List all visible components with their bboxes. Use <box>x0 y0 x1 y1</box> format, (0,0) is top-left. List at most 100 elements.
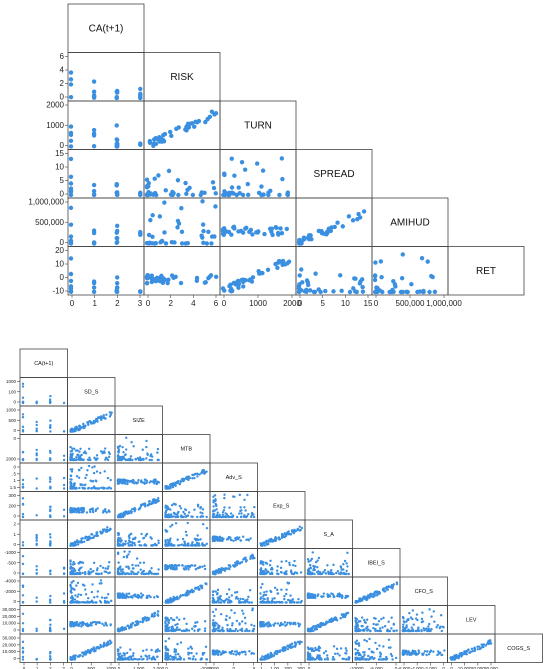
data-point <box>204 645 208 649</box>
data-point <box>305 282 311 288</box>
data-point <box>287 530 290 533</box>
data-point <box>275 588 279 592</box>
data-point <box>128 536 131 540</box>
data-point <box>453 654 457 657</box>
data-point <box>218 597 222 600</box>
data-point <box>240 192 246 198</box>
data-point <box>243 498 246 502</box>
data-point <box>206 275 211 281</box>
data-point <box>97 487 101 490</box>
data-point <box>144 192 150 198</box>
data-point <box>387 620 390 623</box>
data-point <box>214 498 217 501</box>
data-point <box>94 509 97 513</box>
data-point <box>243 226 248 231</box>
data-point <box>49 623 52 626</box>
data-point <box>276 592 280 595</box>
data-point <box>145 481 148 485</box>
data-point <box>270 232 275 238</box>
data-point <box>190 192 196 198</box>
data-point <box>87 624 90 628</box>
data-point <box>259 184 264 189</box>
data-point <box>101 452 104 455</box>
scatter-cell <box>19 491 68 521</box>
data-point <box>71 468 74 471</box>
data-point <box>319 572 322 576</box>
data-point <box>250 515 253 519</box>
data-point <box>62 483 66 487</box>
data-point <box>225 567 229 570</box>
data-point <box>176 192 181 198</box>
data-point <box>115 223 120 229</box>
data-point <box>306 596 310 600</box>
data-point <box>273 597 276 600</box>
data-point <box>68 289 74 294</box>
data-point <box>230 609 233 612</box>
variable-label: Exp_S <box>273 504 290 510</box>
data-point <box>123 482 127 485</box>
data-point <box>167 540 170 544</box>
data-point <box>78 468 81 472</box>
data-point <box>356 657 360 660</box>
data-point <box>68 256 74 261</box>
data-point <box>165 280 170 286</box>
data-point <box>186 475 189 479</box>
data-point <box>109 641 113 645</box>
data-point <box>476 648 479 651</box>
data-point <box>489 639 492 643</box>
data-point <box>117 458 120 462</box>
data-point <box>88 651 92 655</box>
data-point <box>417 626 420 629</box>
data-point <box>125 512 128 515</box>
scatter-cell <box>162 548 211 578</box>
points-group <box>211 493 256 519</box>
data-point <box>346 611 350 615</box>
data-point <box>246 598 249 601</box>
data-point <box>296 283 302 289</box>
data-point <box>102 414 105 417</box>
data-point <box>297 273 302 278</box>
data-point <box>71 563 75 566</box>
y-tick-label: 10 <box>55 260 64 269</box>
y-tick-label: 0 <box>60 238 65 247</box>
y-tick-label: 5 <box>60 176 65 185</box>
variable-label: S_A <box>324 532 335 538</box>
data-point <box>74 621 77 624</box>
data-point <box>100 486 103 489</box>
data-point <box>332 563 335 567</box>
data-point <box>139 561 142 565</box>
data-point <box>272 654 275 657</box>
data-point <box>275 230 281 236</box>
scatter-cell <box>19 405 68 435</box>
points-group <box>21 640 52 661</box>
data-point <box>134 458 138 461</box>
data-point <box>173 650 176 654</box>
data-point <box>317 556 321 560</box>
data-point <box>313 271 318 276</box>
data-point <box>48 598 52 602</box>
data-point <box>156 447 160 451</box>
data-point <box>432 650 435 653</box>
data-point <box>175 564 179 567</box>
data-point <box>35 543 38 547</box>
data-point <box>234 538 237 542</box>
data-point <box>252 652 256 655</box>
data-point <box>201 542 204 545</box>
data-point <box>21 497 25 500</box>
x-tick-label: 500,000 <box>396 299 425 308</box>
data-point <box>189 591 192 594</box>
data-point <box>147 500 151 503</box>
data-point <box>338 593 342 596</box>
data-point <box>284 226 290 232</box>
data-point <box>354 625 357 628</box>
data-point <box>221 626 224 630</box>
data-point <box>153 478 156 482</box>
data-point <box>21 562 25 566</box>
data-point <box>144 177 150 182</box>
data-point <box>248 589 252 592</box>
data-point <box>381 658 385 661</box>
data-point <box>147 571 151 574</box>
data-point <box>219 570 222 573</box>
data-point <box>268 188 273 194</box>
data-point <box>146 453 149 457</box>
